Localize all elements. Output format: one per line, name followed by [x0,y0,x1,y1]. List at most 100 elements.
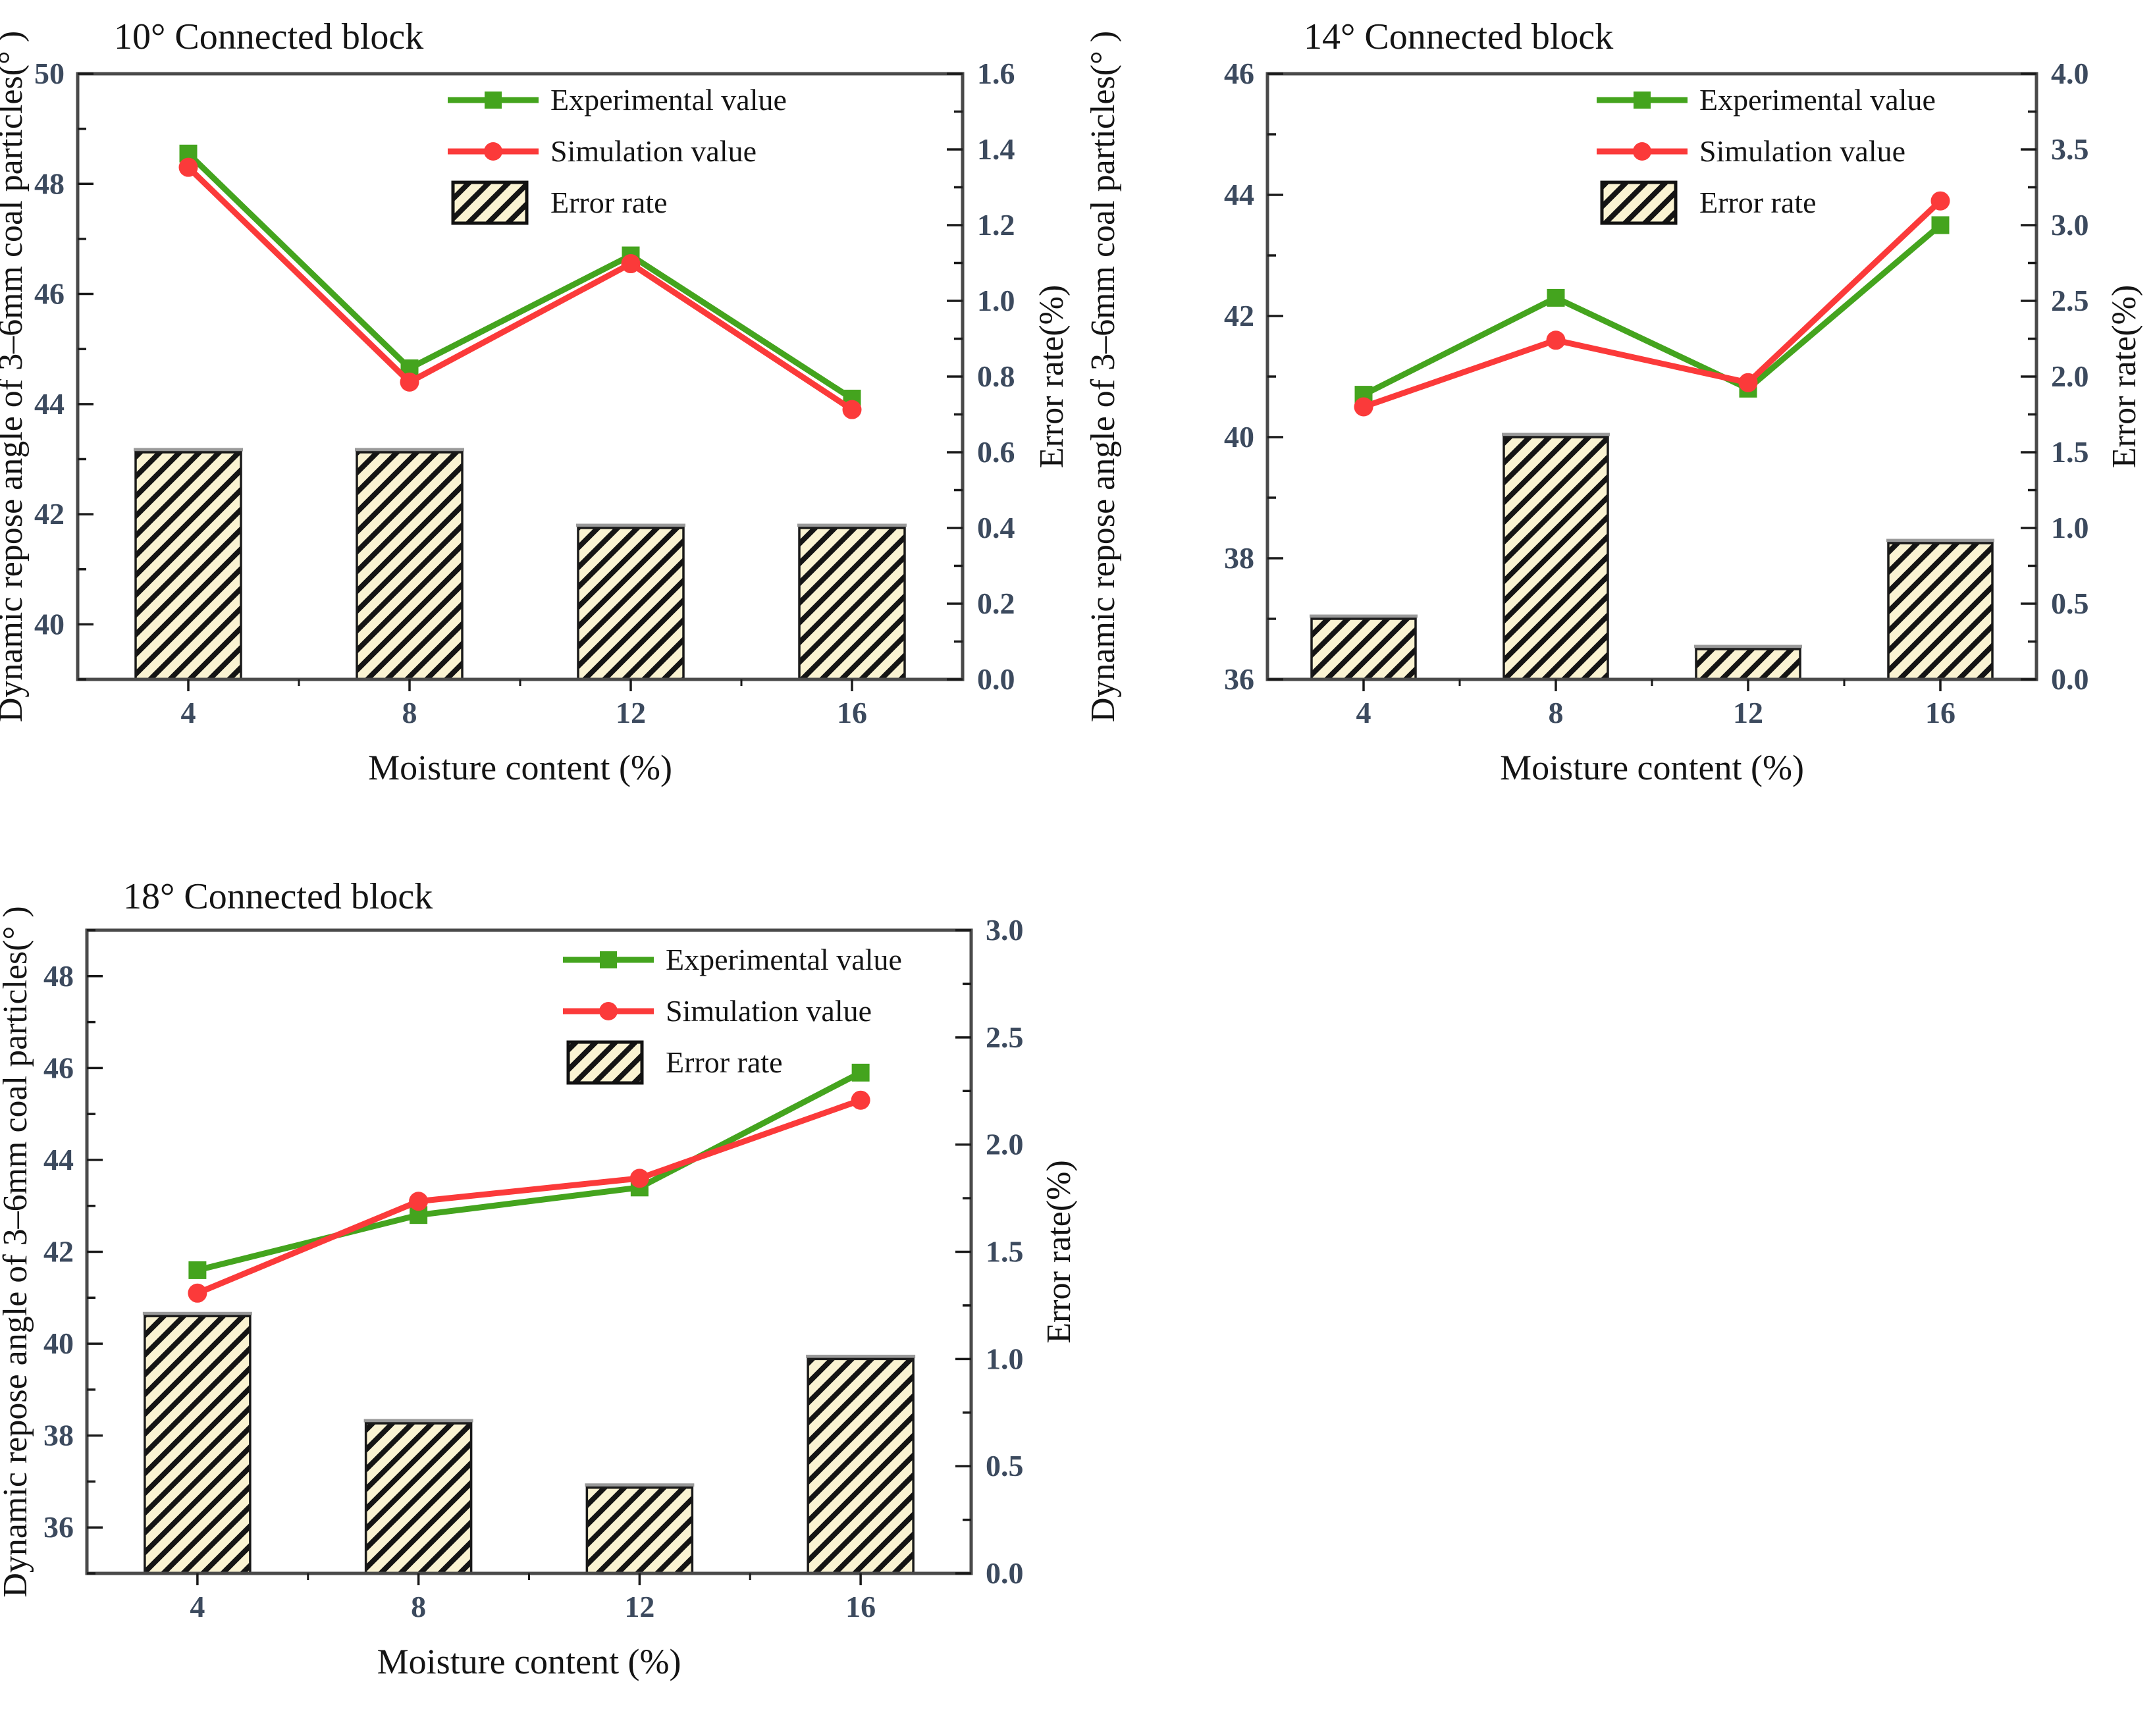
legend-circle-marker [484,142,502,161]
legend-square-marker [600,951,617,968]
legend-label: Experimental value [666,943,902,976]
right-tick-label: 3.5 [2051,132,2089,166]
right-tick-label: 1.5 [2051,435,2089,469]
simulation-marker [409,1192,429,1211]
legend-label: Experimental value [1699,83,1936,117]
legend-error-rate-swatch [566,1040,644,1085]
left-tick-label: 44 [1224,178,1254,211]
x-tick-label: 16 [1925,696,1955,729]
x-tick-label: 4 [181,696,196,729]
error-rate-bar [144,1315,252,1575]
legend: Experimental value Simulation value Error … [563,943,902,1085]
legend-label: Error rate [550,186,668,219]
experimental-line [185,150,855,402]
simulation-marker [1546,330,1566,350]
error-rate-bar [577,527,685,681]
simulation-marker [842,400,862,419]
error-rate-bar [798,527,906,681]
chart-10deg-svg: 4042444648500.00.20.40.60.81.01.21.41.64… [0,16,1071,787]
chart-title: 14° Connected block [1304,16,1613,57]
left-axis-title: Dynamic repose angle of 3–6mm coal parti… [0,906,34,1597]
left-tick-label: 46 [43,1051,74,1084]
simulation-marker [1354,397,1373,417]
x-tick-label: 12 [1733,696,1763,729]
chart-18deg-cell: 36 38 40 42 44 46 48 0.0 0.5 1.0 1.5 2.0 2.5 3.0 4 8 12 1… [0,868,1078,1736]
legend-square-marker [485,92,502,109]
simulation-line [185,164,855,413]
legend-item: Error rate [451,180,668,225]
left-tick-label: 44 [43,1143,74,1176]
left-tick-label: 50 [34,57,65,90]
left-axis-title: Dynamic repose angle of 3–6mm coal parti… [1084,31,1122,722]
simulation-marker [1930,191,1950,211]
legend-circle-marker [599,1002,618,1020]
legend-item: Error rate [1600,180,1817,225]
left-tick-label: 42 [1224,299,1254,332]
legend-label: Experimental value [550,83,787,117]
error-rate-bar [134,451,242,681]
left-tick-label: 46 [34,277,65,311]
chart-14deg-cell: 36 38 40 42 44 46 0.0 0.5 1.0 1.5 2.0 2.5 3.0 3.5 4.0 4… [1078,0,2155,868]
right-axis-title: Error rate(%) [1033,285,1071,469]
legend: Experimental value Simulation value Error … [1597,83,1936,225]
legend-label: Error rate [666,1045,783,1079]
left-tick-label: 36 [43,1510,74,1544]
experimental-line [1360,222,1944,398]
experimental-marker [1931,216,1950,234]
x-tick-label: 4 [1356,696,1371,729]
chart-title: 10° Connected block [114,16,423,57]
legend-label: Error rate [1699,186,1817,219]
left-tick-label: 42 [34,497,65,531]
right-tick-label: 0.5 [2051,587,2089,620]
legend-error-rate-swatch [1600,180,1678,225]
right-tick-label: 2.5 [2051,284,2089,317]
right-tick-label: 0.0 [977,662,1015,696]
x-tick-label: 8 [402,696,417,729]
left-tick-label: 48 [43,959,74,993]
error-rate-bar [585,1486,694,1575]
x-axis-title: Moisture content (%) [1500,748,1804,787]
legend: Experimental value Simulation value Error … [448,83,787,225]
simulation-marker [188,1283,207,1303]
right-tick-label: 0.0 [986,1556,1024,1590]
right-axis-title: Error rate(%) [1040,1160,1078,1344]
legend-square-marker [1634,92,1651,109]
x-tick-label: 12 [616,696,646,729]
error-rate-bar [1695,648,1801,681]
chart-10deg-cell: 40 42 44 46 48 50 0.0 0.2 0.4 0.6 0.8 1.0 1.2 1.4 1.6 4… [0,0,1078,868]
x-tick-label: 16 [837,696,867,729]
legend-item: Error rate [566,1040,783,1085]
left-tick-label: 44 [34,387,65,421]
x-tick-label: 8 [1549,696,1564,729]
simulation-marker [621,254,641,274]
chart-14deg-svg: 36 38 40 42 44 46 0.0 0.5 1.0 1.5 2.0 2.5 3.0 3.5 4.0 4… [1084,16,2143,787]
left-tick-label: 38 [1224,541,1254,575]
simulation-marker [1738,373,1758,392]
legend-circle-marker [1633,142,1651,161]
right-tick-label: 3.0 [986,913,1024,947]
left-tick-label: 36 [1224,662,1254,696]
right-tick-label: 4.0 [2051,57,2089,90]
simulation-line [1360,197,1944,410]
x-axis-title: Moisture content (%) [368,748,672,787]
right-tick-label: 0.8 [977,359,1015,393]
left-tick-label: 40 [43,1327,74,1360]
legend-label: Simulation value [666,994,872,1028]
experimental-marker [1547,288,1565,307]
experimental-line [194,1069,864,1273]
simulation-marker [400,372,419,392]
right-tick-label: 1.0 [2051,511,2089,544]
right-tick-label: 0.2 [977,587,1015,620]
right-tick-label: 1.0 [986,1342,1024,1375]
right-tick-label: 0.0 [2051,662,2089,696]
left-tick-label: 42 [43,1235,74,1269]
left-tick-label: 40 [34,607,65,641]
right-axis-title: Error rate(%) [2106,285,2143,469]
right-tick-label: 1.5 [986,1235,1024,1269]
left-tick-label: 38 [43,1419,74,1452]
x-tick-label: 8 [411,1590,426,1623]
right-tick-label: 0.6 [977,435,1015,469]
error-rate-bar [364,1422,473,1575]
